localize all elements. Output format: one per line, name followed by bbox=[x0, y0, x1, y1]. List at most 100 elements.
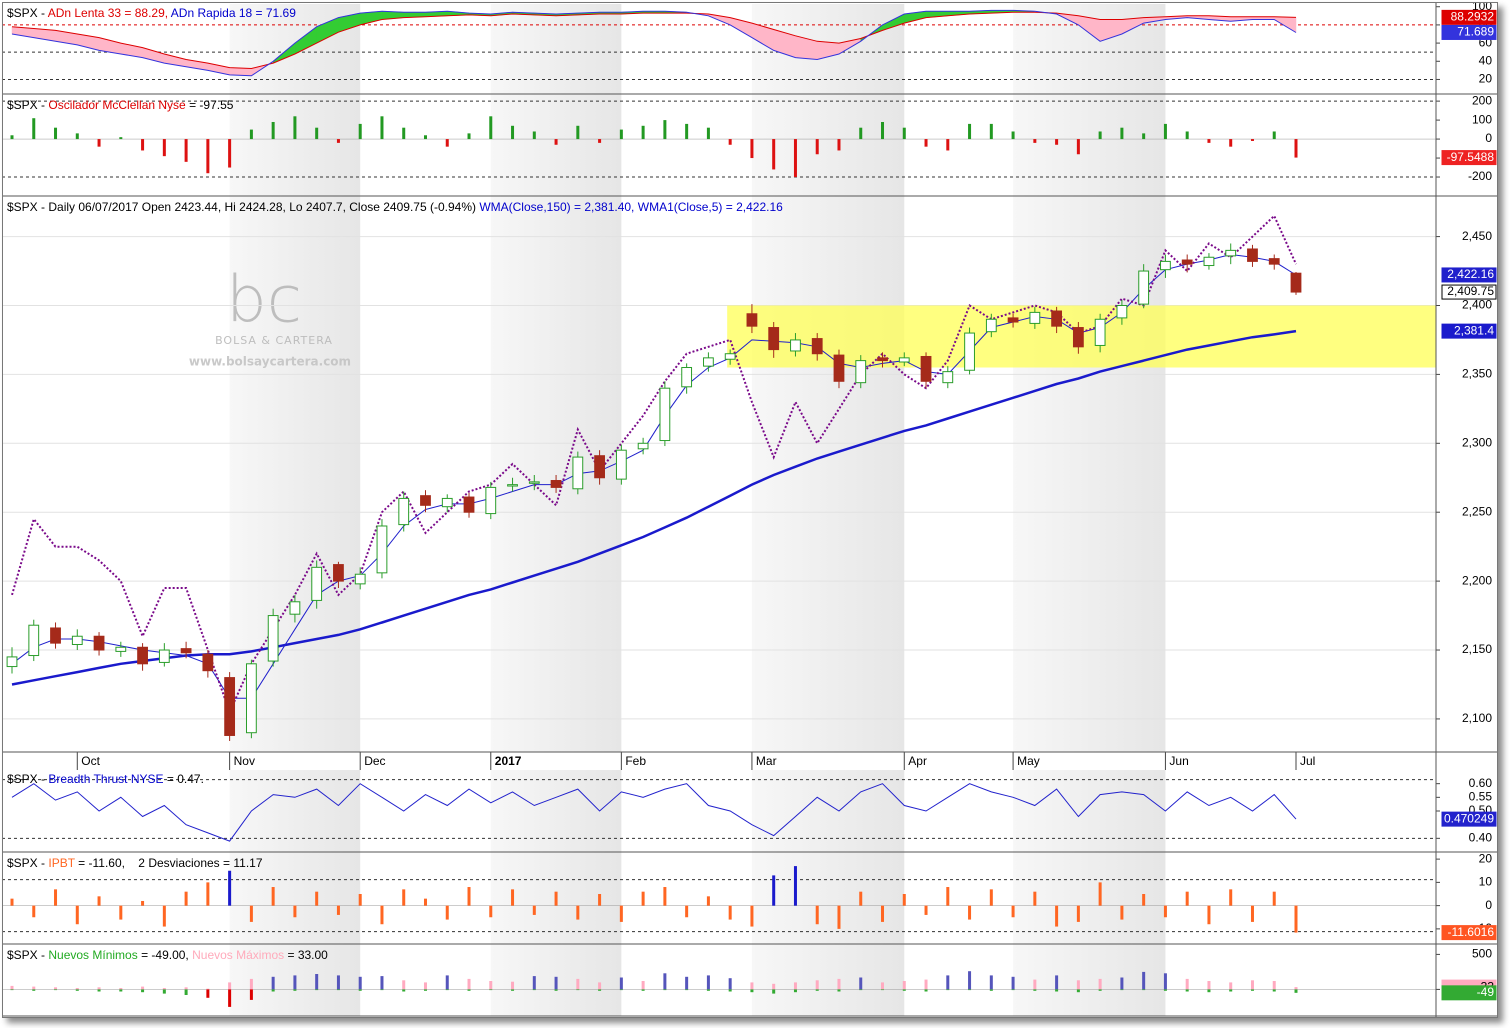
candle-body bbox=[1203, 256, 1215, 267]
bar bbox=[989, 889, 993, 906]
bar bbox=[1033, 989, 1037, 991]
panel-title: $SPX - Oscilador McClellan Nyse = -97.55 bbox=[7, 98, 234, 112]
bar bbox=[1033, 139, 1037, 143]
bar bbox=[576, 905, 580, 920]
x-tick-label: Mar bbox=[756, 754, 777, 768]
bar bbox=[924, 905, 928, 915]
bar bbox=[554, 989, 558, 991]
bar bbox=[946, 975, 950, 990]
title-part: = -97.55 bbox=[186, 98, 234, 112]
bar bbox=[119, 137, 123, 140]
bar bbox=[1294, 905, 1298, 933]
x-tick-label: May bbox=[1017, 754, 1040, 768]
bar bbox=[249, 129, 253, 140]
candle-body bbox=[1029, 311, 1041, 324]
candle-body bbox=[615, 449, 627, 480]
bar bbox=[32, 989, 36, 991]
bar bbox=[336, 139, 340, 143]
bar bbox=[141, 989, 145, 993]
candle-body bbox=[703, 357, 714, 367]
bar bbox=[228, 982, 232, 990]
bar bbox=[184, 987, 188, 990]
panel-title: $SPX - Nuevos Mínimos = -49.00, Nuevos M… bbox=[7, 948, 328, 962]
x-tick-label: Dec bbox=[364, 754, 385, 768]
bar bbox=[1033, 891, 1037, 906]
bar bbox=[445, 905, 449, 920]
bar bbox=[902, 894, 906, 906]
last-value-box bbox=[1441, 150, 1497, 166]
bar bbox=[54, 889, 58, 906]
bar bbox=[1055, 139, 1059, 145]
title-part: = -49.00, bbox=[138, 948, 192, 962]
bar bbox=[162, 905, 166, 927]
candle-body bbox=[550, 480, 562, 488]
bar bbox=[467, 978, 471, 990]
title-part: Nuevos Mínimos bbox=[48, 948, 137, 962]
bar bbox=[837, 905, 841, 929]
y-tick-label: 2,450 bbox=[1462, 229, 1492, 243]
bar bbox=[859, 127, 863, 140]
bar bbox=[184, 989, 188, 995]
bar bbox=[1011, 989, 1015, 991]
y-tick-label: 2,150 bbox=[1462, 642, 1492, 656]
candle-body bbox=[833, 354, 845, 382]
month-band bbox=[751, 4, 905, 1016]
bar bbox=[141, 986, 145, 990]
bar bbox=[1076, 980, 1080, 990]
title-part: ADn Rapida 18 = 71.69 bbox=[168, 6, 296, 20]
bar bbox=[119, 988, 123, 990]
candle-body bbox=[637, 442, 649, 450]
bar bbox=[1272, 981, 1276, 990]
bar bbox=[97, 896, 101, 906]
y-tick-label: 2,100 bbox=[1462, 711, 1492, 725]
bar bbox=[32, 905, 36, 918]
candle-body bbox=[441, 497, 453, 508]
frame bbox=[2, 2, 1498, 1018]
watermark-name: BOLSA & CARTERA bbox=[215, 334, 333, 347]
bar bbox=[315, 891, 319, 906]
x-axis-strip bbox=[2, 752, 1436, 770]
bar bbox=[793, 866, 797, 906]
candle-body bbox=[28, 624, 40, 657]
bar bbox=[249, 905, 253, 922]
bar bbox=[1033, 979, 1037, 990]
bar bbox=[1120, 127, 1124, 140]
bar bbox=[1185, 891, 1189, 906]
bar bbox=[793, 139, 797, 178]
bar bbox=[1142, 971, 1146, 990]
bar bbox=[511, 889, 515, 906]
candle-body bbox=[572, 456, 584, 490]
candle-body bbox=[137, 646, 148, 665]
bar bbox=[489, 981, 493, 990]
candle-body bbox=[681, 367, 693, 388]
bar bbox=[1207, 139, 1211, 143]
x-tick-label: Oct bbox=[81, 754, 100, 768]
bar bbox=[10, 135, 14, 140]
title-part: $SPX - bbox=[7, 856, 48, 870]
bar bbox=[315, 974, 319, 990]
candle-body bbox=[485, 486, 497, 515]
bar bbox=[489, 116, 493, 140]
bar bbox=[750, 982, 754, 990]
bar bbox=[184, 891, 188, 906]
bar bbox=[1207, 981, 1211, 990]
panel-title: $SPX - Daily 06/07/2017 Open 2423.44, Hi… bbox=[7, 200, 783, 214]
bar bbox=[1229, 889, 1233, 906]
bar bbox=[489, 989, 493, 991]
bar bbox=[728, 989, 732, 992]
bar bbox=[902, 981, 906, 990]
bar bbox=[1055, 989, 1059, 992]
bar bbox=[663, 989, 667, 991]
bar bbox=[445, 989, 449, 991]
candle-body bbox=[93, 635, 105, 651]
month-band bbox=[490, 4, 622, 1016]
bar bbox=[380, 116, 384, 140]
bar bbox=[1229, 989, 1233, 992]
bar bbox=[685, 989, 689, 991]
bar bbox=[1055, 905, 1059, 927]
bar bbox=[663, 887, 667, 906]
title-part: WMA(Close,150) = 2,381.40, bbox=[476, 200, 634, 214]
bar bbox=[706, 127, 710, 140]
bar bbox=[619, 977, 623, 990]
watermark-url: www.bolsaycartera.com bbox=[189, 355, 351, 369]
